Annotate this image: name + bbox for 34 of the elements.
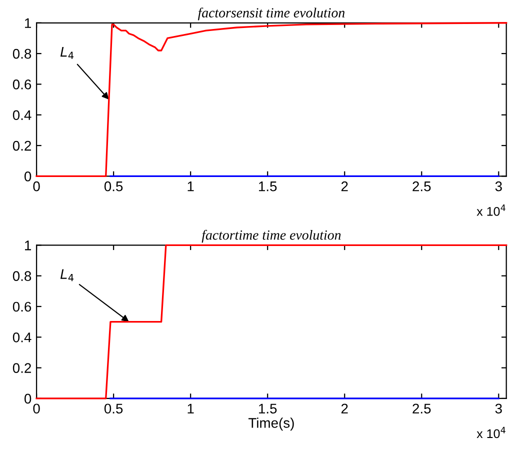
x-tick-label: 2.5 — [412, 404, 431, 414]
annotation: L$_{4}$ — [60, 269, 74, 282]
y-tick-label: 0 — [24, 172, 32, 182]
x-tick-label: 0.5 — [104, 404, 123, 414]
x-tick-label: 1 — [188, 182, 194, 192]
chart-title: factorsensit time evolution — [198, 8, 345, 20]
x-tick-label: 0 — [33, 404, 40, 414]
y-tick-label: 0.2 — [12, 363, 31, 373]
x-axis-title: Time(s) — [248, 418, 294, 431]
y-tick-label: 1 — [25, 240, 31, 250]
text: x 10$^{4}$ — [476, 204, 506, 216]
y-tick-label: 0 — [24, 394, 32, 404]
y-tick-label: 0.2 — [12, 140, 31, 151]
y-tick-label: 0.6 — [12, 302, 32, 312]
chart-title: factortime time evolution — [202, 230, 341, 243]
x-tick-label: 3 — [495, 404, 502, 414]
annotation: L$_{4}$ — [60, 47, 74, 59]
x-tick-label: 1.5 — [258, 404, 277, 414]
x-tick-label: 2 — [341, 404, 348, 414]
y-tick-label: 1 — [25, 18, 31, 28]
y-tick-label: 0.8 — [12, 48, 32, 59]
x-tick-label: 1 — [188, 404, 194, 414]
text: x 10$^{4}$ — [476, 426, 506, 438]
x-tick-label: 0.5 — [104, 181, 123, 192]
x-tick-label: 1.5 — [258, 182, 277, 192]
x-tick-label: 2.5 — [412, 181, 431, 192]
line-series — [36, 22, 508, 178]
x-tick-label: 0 — [33, 181, 40, 192]
x-tick-label: 2 — [341, 181, 348, 192]
x-tick-label: 3 — [495, 181, 502, 192]
y-tick-label: 0.6 — [12, 80, 32, 90]
y-tick-label: 0.4 — [12, 332, 32, 342]
y-tick-label: 0.4 — [12, 110, 32, 120]
y-tick-label: 0.8 — [12, 271, 32, 281]
